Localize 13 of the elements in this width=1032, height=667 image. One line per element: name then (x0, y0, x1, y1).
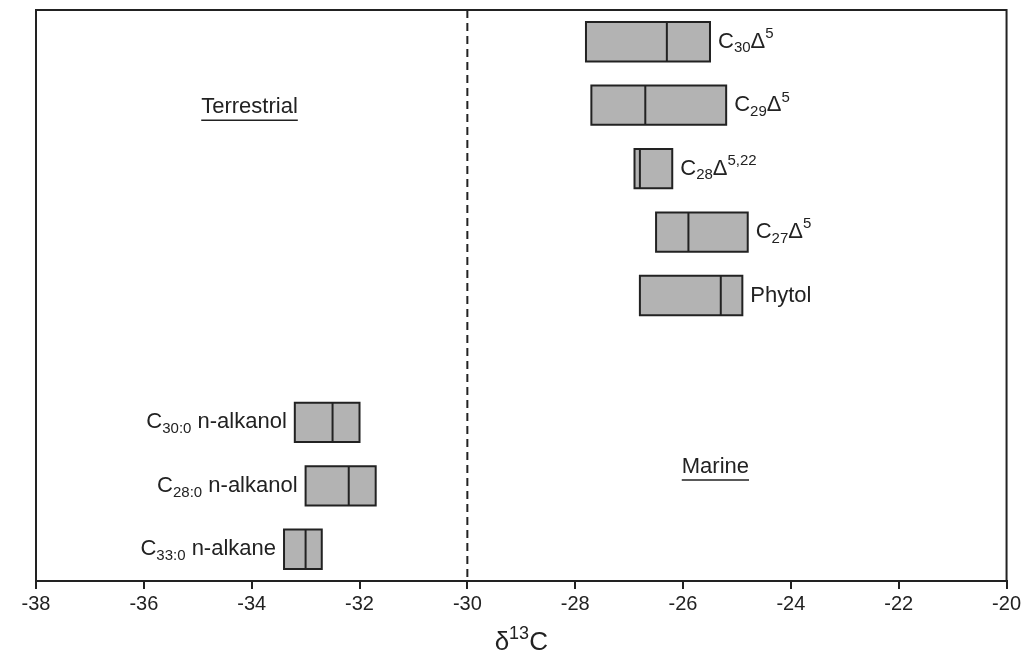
x-tick-label: -36 (129, 591, 159, 614)
x-tick-label: -26 (668, 591, 698, 614)
x-tick-label: -38 (21, 591, 51, 614)
x-tick-label: -30 (452, 591, 482, 614)
x-tick-label: -20 (992, 591, 1021, 614)
x-tick-label: -28 (560, 591, 590, 614)
x-tick-label: -24 (776, 591, 806, 614)
x-tick-label: -32 (345, 591, 374, 614)
annotation: Terrestrial (201, 93, 298, 119)
x-tick-label: -22 (884, 591, 914, 614)
y-tick-label: Phytol (750, 281, 812, 307)
x-tick-label: -34 (237, 591, 267, 614)
annotation: Marine (681, 452, 750, 478)
